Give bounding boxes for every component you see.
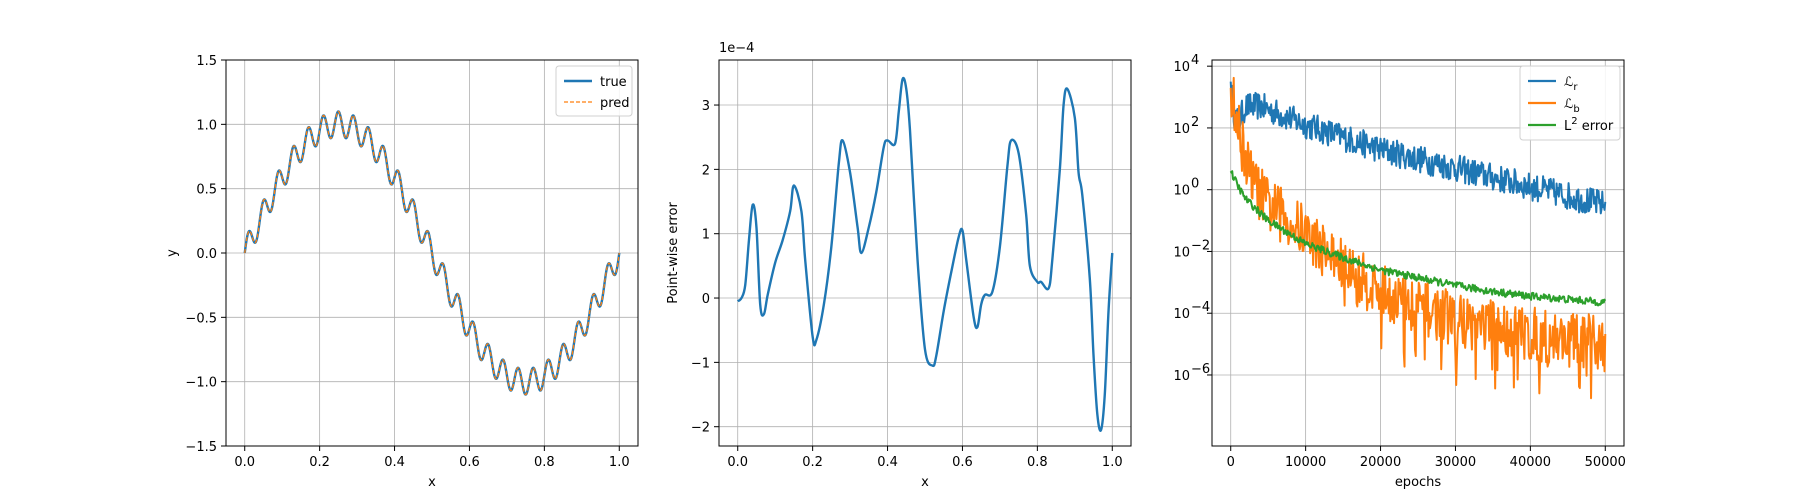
series-line-l-r — [1229, 81, 1607, 215]
y-tick-exponent: 2 — [1191, 115, 1199, 130]
legend-label-pred: pred — [600, 96, 630, 111]
x-tick-label: 10000 — [1285, 455, 1326, 470]
legend-label-l-b: ℒb — [1564, 97, 1580, 115]
y-tick-label: 10 — [1173, 122, 1190, 137]
y-tick-label: 10 — [1173, 307, 1190, 322]
y-axis-label: y — [165, 249, 180, 257]
y-tick-label: 10 — [1173, 245, 1190, 260]
y-tick-label: 1.0 — [196, 118, 217, 133]
y-tick-exponent: 4 — [1191, 53, 1199, 68]
legend-name: L — [1564, 119, 1572, 134]
x-tick-label: 0.8 — [1027, 455, 1048, 470]
y-tick-label: 0.0 — [196, 247, 217, 262]
x-tick-label: 20000 — [1360, 455, 1401, 470]
x-tick-label: 40000 — [1510, 455, 1551, 470]
ticks: 0 10000 20000 30000 40000 5000010−610−410−210… — [1173, 53, 1625, 470]
grid — [719, 60, 1131, 446]
y-tick-label: 0.5 — [196, 183, 217, 198]
y-tick-exponent: 0 — [1191, 177, 1199, 192]
y-tick-label: 2 — [702, 163, 710, 178]
y-tick-label: −0.5 — [185, 311, 217, 326]
y-tick-label: 1.5 — [196, 54, 217, 69]
chart-panel-2: 0.0 0.2 0.4 0.6 0.8 1.0 −2 −1 0 1 2 3 1e−4 x Point-wis… — [666, 41, 1132, 490]
legend-subscript: b — [1573, 104, 1579, 115]
y-axis-multiplier: 1e−4 — [719, 41, 754, 56]
y-tick-label: −2 — [691, 421, 710, 436]
x-axis-label: x — [921, 475, 929, 490]
chart-panel-3: 0 10000 20000 30000 40000 5000010−610−410−210… — [1173, 53, 1625, 490]
legend-name: ℒ — [1564, 75, 1573, 90]
x-tick-label: 0.0 — [727, 455, 748, 470]
x-tick-label: 0.6 — [459, 455, 480, 470]
legend-subscript: r — [1573, 82, 1578, 93]
x-tick-label: 0.6 — [952, 455, 973, 470]
x-tick-label: 0.8 — [534, 455, 555, 470]
legend: true pred — [555, 65, 633, 117]
plot-frame — [718, 59, 1132, 447]
y-tick-label: 1 — [702, 228, 710, 243]
y-tick-label: 10 — [1173, 369, 1190, 384]
x-tick-label: 1.0 — [1102, 455, 1123, 470]
x-tick-label: 1.0 — [609, 455, 630, 470]
y-tick-label: −1.0 — [185, 376, 217, 391]
series-line-l-b — [1229, 76, 1607, 400]
legend-box — [1519, 65, 1621, 141]
plot-frame — [225, 59, 639, 447]
legend-superscript: 2 — [1571, 116, 1577, 127]
y-tick-exponent: −2 — [1191, 238, 1210, 253]
x-tick-label: 0.4 — [384, 455, 405, 470]
y-tick-label: −1 — [691, 356, 710, 371]
ticks: 0.0 0.2 0.4 0.6 0.8 1.0 −2 −1 0 1 2 3 — [691, 99, 1123, 470]
legend-label-true: true — [600, 75, 627, 90]
ticks: 0.0 0.2 0.4 0.6 0.8 1.0 −1.5 −1.0 −0.5 0.0 0.5 1.0 1… — [185, 54, 629, 470]
legend-suffix: error — [1578, 119, 1614, 134]
plot-frame — [1211, 59, 1625, 447]
x-tick-label: 0.2 — [802, 455, 823, 470]
y-tick-label: −1.5 — [185, 440, 217, 455]
legend-box — [555, 65, 633, 117]
legend-label-l-r: ℒr — [1564, 75, 1578, 93]
chart-panel-1: 0.0 0.2 0.4 0.6 0.8 1.0 −1.5 −1.0 −0.5 0.0 0.5 1.0 1… — [165, 54, 639, 490]
x-axis-label: epochs — [1395, 475, 1442, 490]
y-tick-label: 10 — [1173, 184, 1190, 199]
y-tick-exponent: −6 — [1191, 362, 1210, 377]
y-axis-label: Point-wise error — [666, 202, 681, 304]
x-axis-label: x — [428, 475, 436, 490]
y-tick-label: 10 — [1173, 60, 1190, 75]
x-tick-label: 0.0 — [234, 455, 255, 470]
x-tick-label: 30000 — [1435, 455, 1476, 470]
series-line-l2-error — [1229, 170, 1607, 307]
y-tick-exponent: −4 — [1191, 300, 1210, 315]
series-line-error — [736, 76, 1114, 432]
y-tick-label: 0 — [702, 292, 710, 307]
legend-name: ℒ — [1564, 97, 1573, 112]
x-tick-label: 0.4 — [877, 455, 898, 470]
series-line-pred — [244, 110, 620, 396]
x-tick-label: 0.2 — [309, 455, 330, 470]
y-tick-label: 3 — [702, 99, 710, 114]
x-tick-label: 50000 — [1585, 455, 1626, 470]
x-tick-label: 0 — [1227, 455, 1235, 470]
legend-label-l2-error: L2 error — [1564, 116, 1614, 134]
